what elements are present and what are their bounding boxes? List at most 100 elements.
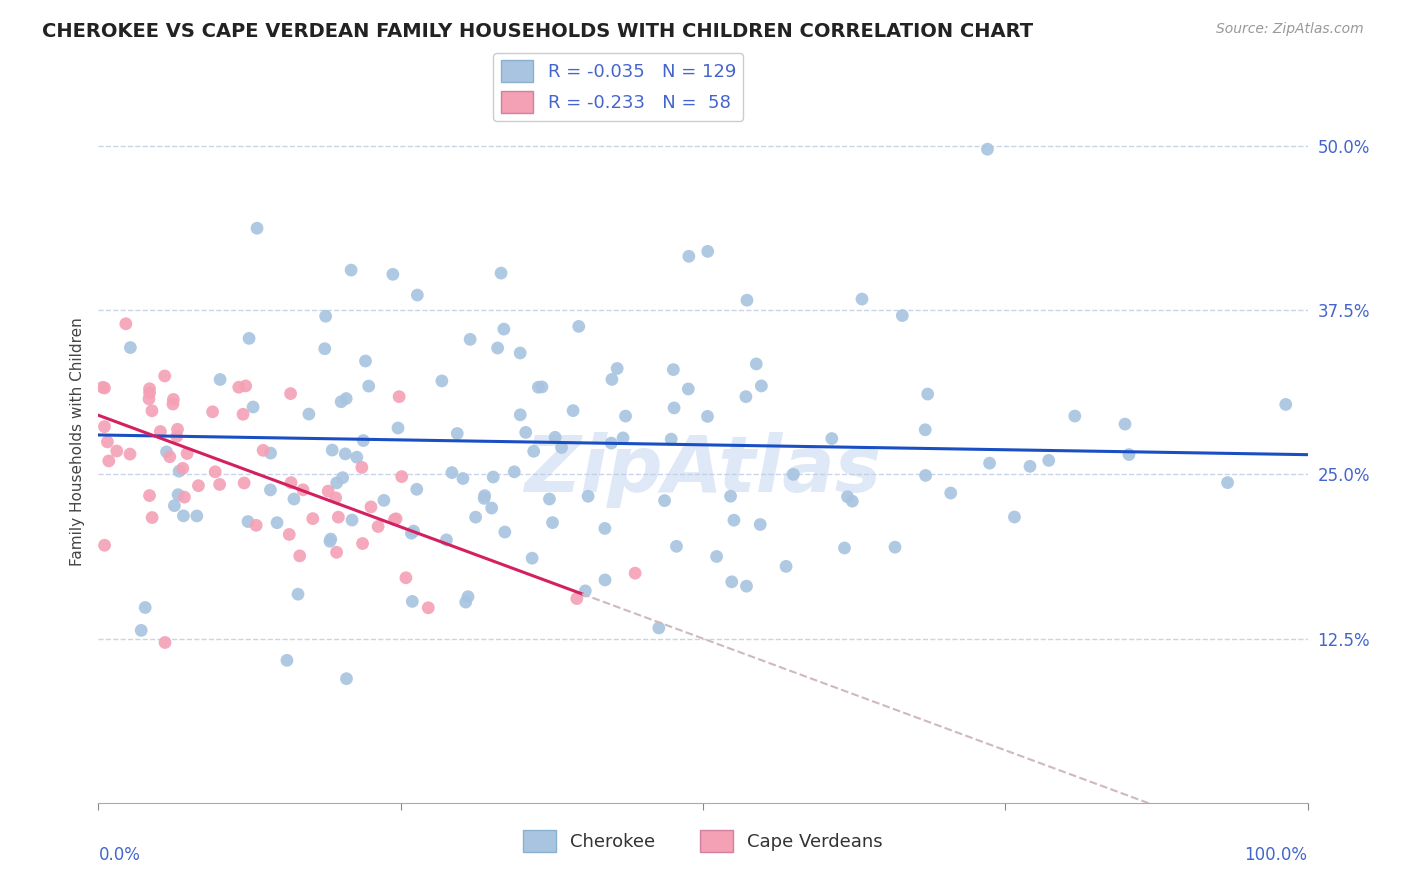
Point: [163, 499, 186, 513]
Point: [751, 379, 773, 393]
Point: [138, 382, 160, 396]
Point: [464, 510, 486, 524]
Point: [538, 491, 561, 506]
Point: [520, 551, 543, 566]
Point: [172, 461, 194, 475]
Point: [159, 450, 181, 464]
Point: [891, 309, 914, 323]
Point: [242, 400, 264, 414]
Point: [402, 524, 425, 538]
Point: [105, 444, 128, 458]
Point: [451, 471, 474, 485]
Point: [278, 527, 301, 541]
Point: [335, 672, 357, 686]
Point: [436, 533, 458, 547]
Point: [93, 381, 115, 395]
Point: [301, 511, 323, 525]
Point: [298, 407, 321, 421]
Point: [118, 447, 141, 461]
Point: [328, 510, 350, 524]
Point: [385, 512, 408, 526]
Point: [335, 392, 357, 406]
Point: [166, 422, 188, 436]
Legend: Cherokee, Cape Verdeans: Cherokee, Cape Verdeans: [516, 822, 890, 859]
Point: [238, 331, 260, 345]
Point: [550, 441, 572, 455]
Point: [384, 512, 406, 526]
Point: [325, 491, 347, 505]
Point: [979, 456, 1001, 470]
Point: [172, 508, 194, 523]
Point: [782, 467, 804, 482]
Point: [291, 483, 314, 497]
Point: [319, 532, 342, 546]
Point: [1004, 510, 1026, 524]
Point: [624, 566, 647, 581]
Point: [283, 491, 305, 506]
Point: [287, 587, 309, 601]
Point: [612, 431, 634, 445]
Point: [1063, 409, 1085, 423]
Point: [406, 288, 429, 302]
Point: [745, 357, 768, 371]
Point: [509, 408, 531, 422]
Point: [720, 489, 742, 503]
Point: [914, 468, 936, 483]
Point: [568, 319, 591, 334]
Point: [201, 405, 224, 419]
Point: [115, 317, 138, 331]
Point: [354, 354, 377, 368]
Point: [489, 266, 512, 280]
Point: [401, 594, 423, 608]
Point: [388, 390, 411, 404]
Point: [418, 600, 440, 615]
Point: [492, 322, 515, 336]
Point: [246, 221, 269, 235]
Point: [325, 545, 347, 559]
Point: [509, 346, 531, 360]
Point: [93, 538, 115, 552]
Point: [735, 293, 758, 308]
Text: Source: ZipAtlas.com: Source: ZipAtlas.com: [1216, 22, 1364, 37]
Point: [472, 491, 495, 506]
Point: [659, 432, 682, 446]
Point: [155, 445, 177, 459]
Point: [494, 524, 516, 539]
Point: [976, 142, 998, 156]
Point: [696, 409, 718, 424]
Point: [129, 624, 152, 638]
Point: [1118, 448, 1140, 462]
Point: [834, 541, 856, 555]
Point: [236, 515, 259, 529]
Point: [486, 341, 509, 355]
Point: [232, 407, 254, 421]
Point: [723, 513, 745, 527]
Point: [1038, 453, 1060, 467]
Point: [482, 470, 505, 484]
Point: [280, 386, 302, 401]
Text: ZipAtlas: ZipAtlas: [524, 433, 882, 508]
Point: [574, 583, 596, 598]
Y-axis label: Family Households with Children: Family Households with Children: [69, 318, 84, 566]
Point: [430, 374, 453, 388]
Point: [315, 310, 337, 324]
Point: [325, 475, 347, 490]
Point: [259, 446, 281, 460]
Point: [454, 595, 477, 609]
Point: [235, 379, 257, 393]
Point: [917, 387, 939, 401]
Point: [141, 403, 163, 417]
Point: [457, 590, 479, 604]
Point: [288, 549, 311, 563]
Point: [391, 469, 413, 483]
Point: [186, 508, 208, 523]
Point: [276, 653, 298, 667]
Point: [523, 444, 546, 458]
Point: [678, 382, 700, 396]
Point: [209, 372, 232, 386]
Point: [527, 380, 550, 394]
Point: [821, 432, 844, 446]
Point: [914, 423, 936, 437]
Point: [1019, 459, 1042, 474]
Point: [600, 436, 623, 450]
